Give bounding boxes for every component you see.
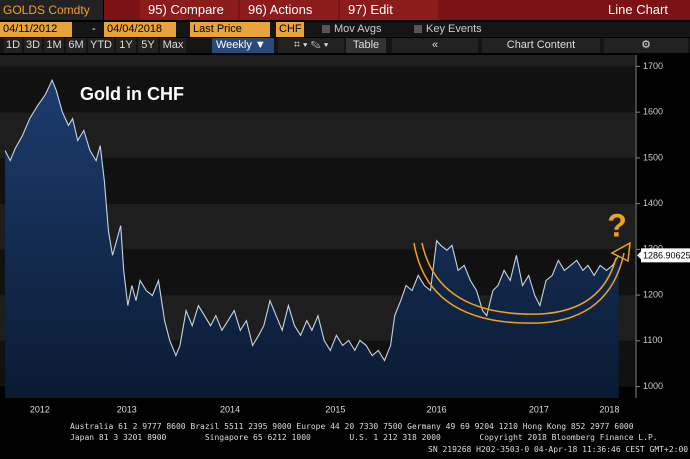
x-tick-label: 2016 bbox=[427, 404, 447, 414]
period-button[interactable]: 6M bbox=[66, 38, 86, 53]
footer-line: Japan 81 3 3201 8900 Singapore 65 6212 1… bbox=[70, 433, 658, 442]
period-button[interactable]: 1D bbox=[4, 38, 22, 53]
menu-compare[interactable]: 95) Compare bbox=[140, 0, 238, 20]
period-button[interactable]: 1M bbox=[44, 38, 64, 53]
end-date[interactable]: 04/04/2018 bbox=[104, 22, 176, 37]
date-separator: - bbox=[92, 23, 96, 35]
period-button[interactable]: Max bbox=[160, 38, 186, 53]
currency[interactable]: CHF bbox=[276, 22, 304, 37]
last-price-box bbox=[641, 248, 690, 263]
arc-arrowhead bbox=[610, 241, 631, 263]
field-select[interactable]: Last Price bbox=[190, 22, 270, 37]
y-tick-label: 1400 bbox=[643, 198, 663, 208]
view-name: Line Chart bbox=[608, 2, 668, 17]
table-button[interactable]: Table bbox=[346, 38, 386, 53]
start-date[interactable]: 04/11/2012 bbox=[0, 22, 72, 37]
annotation: Gold in CHF bbox=[80, 84, 184, 104]
area bbox=[5, 80, 619, 398]
checkbox-label: Mov Avgs bbox=[334, 23, 382, 35]
x-tick-label: 2013 bbox=[117, 404, 137, 414]
settings[interactable]: ⚙ bbox=[604, 38, 688, 53]
period-button[interactable]: 1Y bbox=[116, 38, 136, 53]
grid-band bbox=[0, 66, 635, 113]
menu-actions[interactable]: 96) Actions bbox=[240, 0, 338, 20]
checkbox-label: Key Events bbox=[426, 23, 482, 35]
footer-line: SN 219268 H202-3503-0 04-Apr-18 11:36:46… bbox=[428, 445, 689, 454]
annotation: ? bbox=[607, 207, 627, 243]
checkbox[interactable] bbox=[322, 25, 330, 33]
grid-band bbox=[0, 112, 635, 158]
x-tick-label: 2018 bbox=[599, 404, 619, 414]
period-button[interactable]: 3D bbox=[24, 38, 42, 53]
x-tick-label: 2012 bbox=[30, 404, 50, 414]
chart-content[interactable]: Chart Content bbox=[482, 38, 600, 53]
x-axis-band bbox=[0, 398, 690, 420]
line bbox=[4, 78, 620, 362]
y-tick-label: 1100 bbox=[643, 335, 662, 345]
last-price-pointer bbox=[637, 250, 642, 261]
cup-arc bbox=[413, 242, 625, 324]
chart: 100011001200130014001500160017001286.906… bbox=[0, 55, 690, 420]
footer-line: Australia 61 2 9777 8600 Brazil 5511 239… bbox=[70, 422, 634, 431]
checkbox[interactable] bbox=[414, 25, 422, 33]
y-tick-label: 1700 bbox=[643, 61, 663, 71]
x-tick-label: 2015 bbox=[325, 404, 345, 414]
menu-edit[interactable]: 97) Edit bbox=[340, 0, 438, 20]
ticker[interactable]: GOLDS Comdty bbox=[0, 0, 103, 20]
period-button[interactable]: YTD bbox=[88, 38, 114, 53]
cup-arc bbox=[421, 242, 617, 315]
frequency-label: Weekly bbox=[216, 39, 252, 51]
last-price-label: 1286.90625 bbox=[643, 251, 690, 261]
frequency[interactable]: Weekly ▼ bbox=[212, 38, 274, 53]
grid-band bbox=[0, 55, 635, 67]
period-button[interactable]: 5Y bbox=[138, 38, 158, 53]
x-tick-label: 2017 bbox=[529, 404, 549, 414]
y-tick-label: 1500 bbox=[643, 152, 663, 162]
y-tick-label: 1000 bbox=[643, 381, 663, 391]
y-tick-label: 1200 bbox=[643, 289, 663, 299]
chart-tools[interactable]: ⌗ ▾ ✎ ▾ bbox=[278, 38, 344, 53]
collapse-button[interactable]: « bbox=[392, 38, 478, 53]
y-tick-label: 1600 bbox=[643, 107, 663, 117]
x-tick-label: 2014 bbox=[220, 404, 240, 414]
